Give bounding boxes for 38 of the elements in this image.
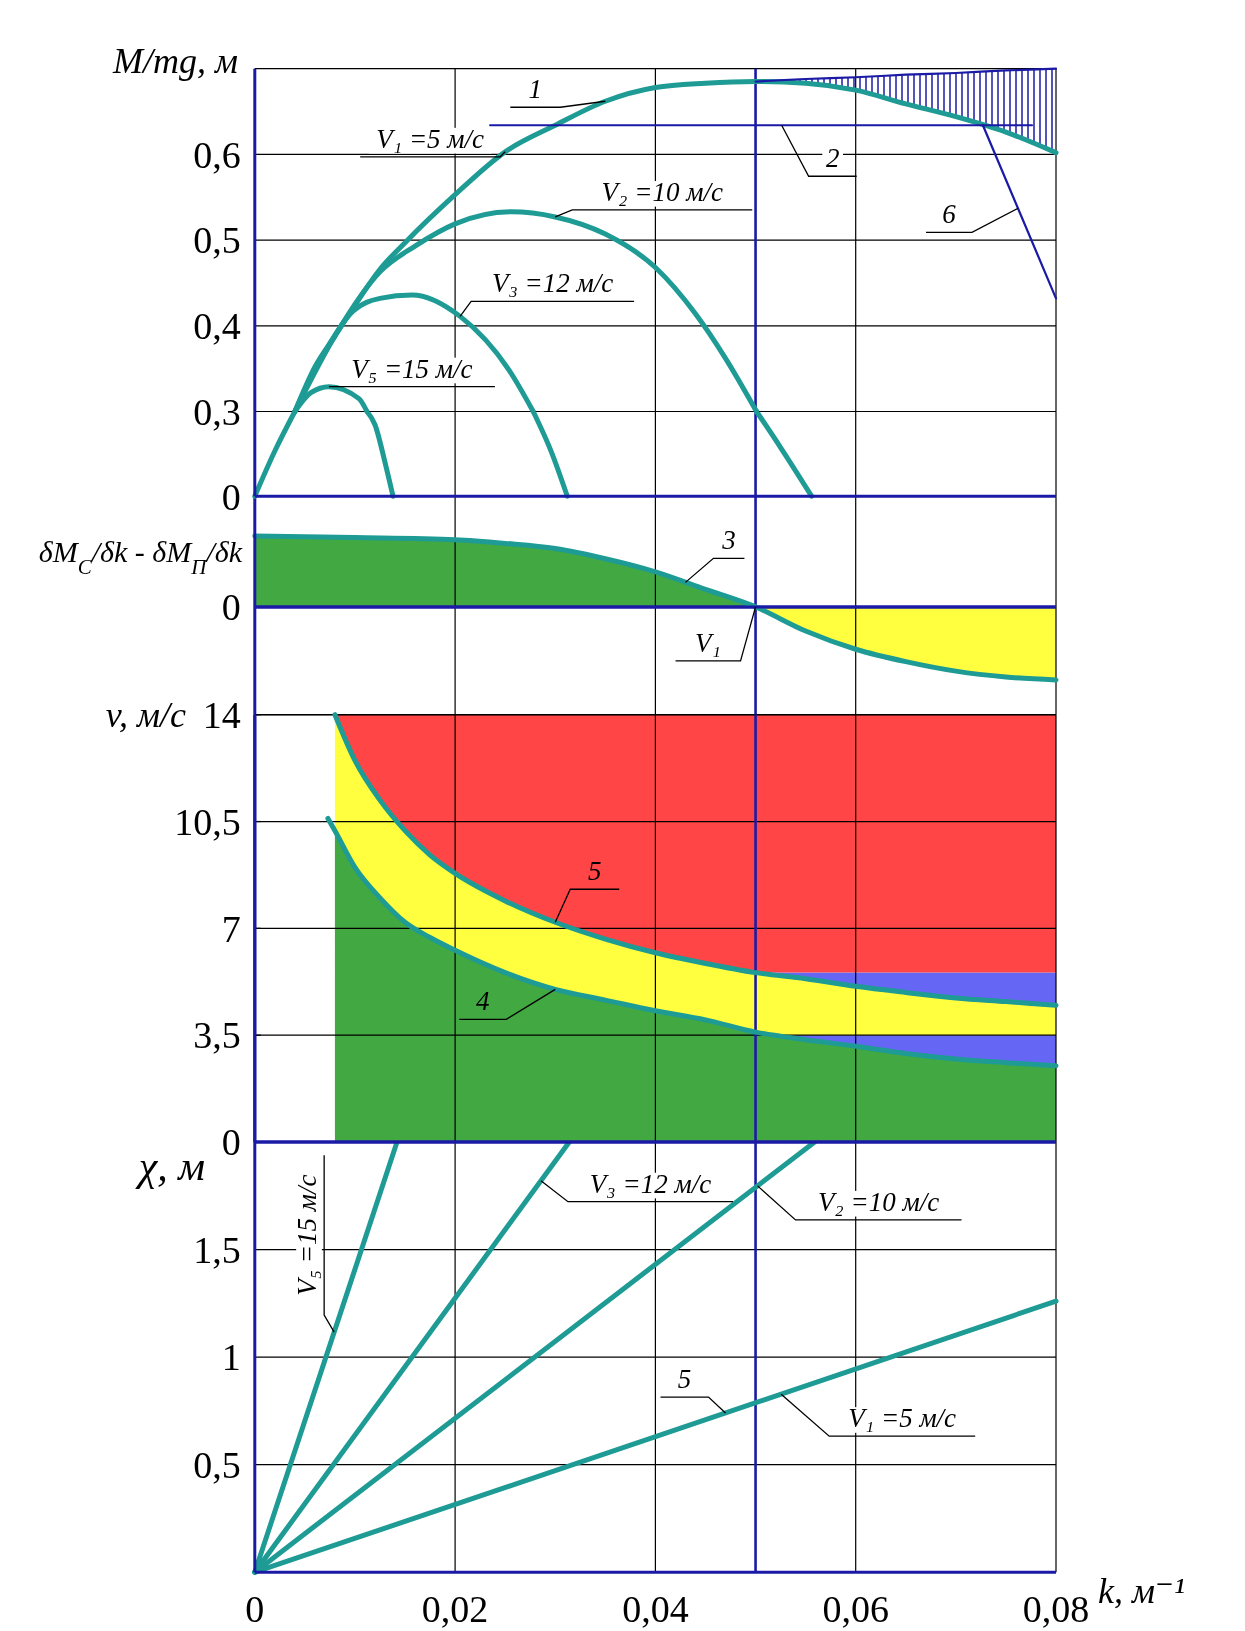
series-label: V₁ =5 м/с xyxy=(376,123,485,154)
series-label: 6 xyxy=(942,199,957,230)
text: V₅ =15 м/с xyxy=(292,1174,323,1296)
y-tick-label: 0,4 xyxy=(193,305,241,348)
x-tick-label: 0,04 xyxy=(622,1588,689,1631)
y-axis-title: δM$_{C}$/δk - δM$_{П}$/δk xyxy=(38,535,243,580)
series-label: V₂ =10 м/с xyxy=(817,1186,940,1217)
y-tick-label: 3,5 xyxy=(193,1014,241,1057)
series-label: 2 xyxy=(825,143,840,174)
y-tick-label: 0,3 xyxy=(193,390,241,433)
x-tick-label: 0,02 xyxy=(421,1588,489,1631)
series-label: V₃ =12 м/с xyxy=(491,268,614,299)
y-tick-label: 0,5 xyxy=(193,219,241,262)
y-tick-label: 0 xyxy=(221,1121,241,1164)
x-axis-title: k, м⁻¹ xyxy=(1098,1571,1185,1612)
y-tick-label: 10,5 xyxy=(174,800,241,843)
y-tick-label: 1 xyxy=(221,1336,241,1379)
series-label: 4 xyxy=(476,986,490,1017)
y-tick-label: 0,6 xyxy=(193,133,241,176)
x-tick-label: 0,08 xyxy=(1022,1588,1090,1631)
series-label: 3 xyxy=(721,525,736,556)
y-tick-label: 0,5 xyxy=(193,1443,241,1486)
y-tick-label: 1,5 xyxy=(193,1228,241,1271)
series-label: V₂ =10 м/с xyxy=(601,176,723,207)
annotation: 1 xyxy=(528,74,543,105)
y-tick-label: 7 xyxy=(221,907,241,950)
y-tick-label: 0 xyxy=(221,475,241,518)
series-label: V₅ =15 м/с xyxy=(351,353,473,384)
y-axis-title: M/mg, м xyxy=(112,40,239,81)
y-axis-title: v, м/с xyxy=(105,694,187,735)
y-axis-title: χ, м xyxy=(134,1143,205,1189)
series-label: 5 xyxy=(588,856,602,887)
annotation: 5 xyxy=(677,1364,692,1395)
x-tick-label: 0,06 xyxy=(822,1588,889,1631)
series-label: V₁ =5 м/с xyxy=(848,1403,957,1434)
series-label: V₃ =12 м/с xyxy=(589,1168,712,1199)
y-tick-label: 14 xyxy=(202,694,241,736)
annotation: V₁ xyxy=(695,627,721,658)
